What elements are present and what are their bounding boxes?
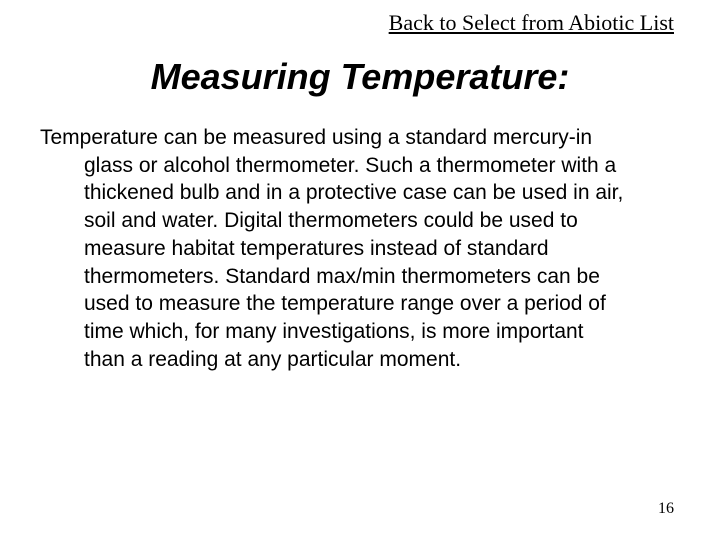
page-title: Measuring Temperature: (0, 56, 720, 98)
page-number: 16 (658, 500, 674, 518)
body-paragraph: Temperature can be measured using a stan… (40, 124, 630, 373)
back-to-list-link[interactable]: Back to Select from Abiotic List (389, 10, 674, 36)
